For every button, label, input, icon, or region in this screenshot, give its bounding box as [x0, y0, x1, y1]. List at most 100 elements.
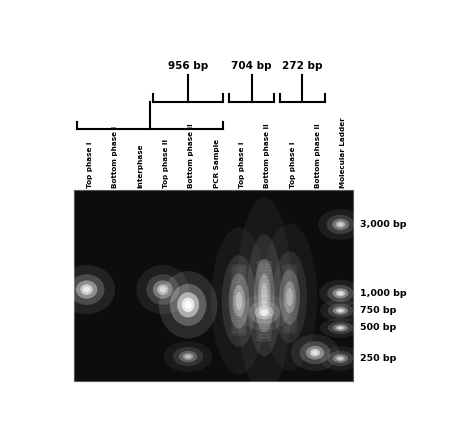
Text: 250 bp: 250 bp [360, 354, 396, 363]
Ellipse shape [256, 308, 273, 313]
Ellipse shape [282, 288, 298, 293]
Ellipse shape [256, 282, 273, 288]
Ellipse shape [153, 280, 173, 299]
Ellipse shape [146, 274, 179, 305]
Ellipse shape [320, 346, 361, 371]
Ellipse shape [164, 341, 212, 372]
Ellipse shape [231, 281, 247, 286]
Ellipse shape [231, 303, 247, 308]
Ellipse shape [282, 264, 298, 269]
Text: 750 bp: 750 bp [360, 306, 396, 315]
Ellipse shape [231, 272, 247, 278]
Ellipse shape [231, 286, 247, 292]
Text: 956 bp: 956 bp [168, 62, 208, 71]
Ellipse shape [282, 297, 298, 302]
Ellipse shape [320, 318, 361, 337]
Ellipse shape [282, 310, 298, 315]
Ellipse shape [306, 346, 324, 359]
Ellipse shape [233, 285, 245, 317]
Ellipse shape [231, 264, 247, 269]
Ellipse shape [231, 323, 247, 328]
Ellipse shape [286, 288, 293, 306]
Ellipse shape [182, 297, 194, 312]
Ellipse shape [231, 331, 247, 336]
Ellipse shape [256, 305, 273, 310]
Ellipse shape [231, 300, 247, 305]
Ellipse shape [328, 304, 353, 318]
Ellipse shape [261, 310, 267, 315]
Ellipse shape [256, 334, 273, 339]
Ellipse shape [222, 255, 256, 347]
Ellipse shape [337, 223, 343, 227]
Text: 500 bp: 500 bp [360, 323, 396, 332]
Text: 3,000 bp: 3,000 bp [360, 220, 406, 229]
Ellipse shape [282, 269, 298, 275]
Ellipse shape [336, 356, 345, 361]
Ellipse shape [282, 307, 298, 313]
Ellipse shape [282, 278, 298, 283]
Ellipse shape [282, 304, 298, 310]
Text: 704 bp: 704 bp [231, 62, 272, 71]
Ellipse shape [256, 318, 273, 323]
Ellipse shape [81, 284, 93, 295]
Ellipse shape [332, 219, 349, 230]
Ellipse shape [333, 307, 348, 315]
Ellipse shape [256, 260, 273, 265]
Ellipse shape [157, 284, 169, 295]
Ellipse shape [231, 269, 247, 275]
Text: Bottom phase I: Bottom phase I [112, 126, 118, 188]
Ellipse shape [338, 292, 343, 295]
Ellipse shape [256, 286, 273, 291]
Ellipse shape [256, 337, 273, 342]
Ellipse shape [173, 347, 203, 366]
Ellipse shape [256, 330, 273, 336]
Ellipse shape [282, 291, 298, 297]
Ellipse shape [319, 280, 362, 307]
Ellipse shape [256, 267, 273, 272]
Ellipse shape [256, 273, 273, 278]
Ellipse shape [159, 271, 218, 338]
Ellipse shape [254, 259, 274, 332]
Ellipse shape [256, 298, 273, 304]
Ellipse shape [256, 263, 273, 269]
Ellipse shape [170, 284, 207, 326]
Ellipse shape [159, 286, 166, 293]
Ellipse shape [338, 357, 343, 360]
Ellipse shape [256, 295, 273, 301]
Ellipse shape [231, 328, 247, 334]
Ellipse shape [231, 317, 247, 323]
Text: Bottom phase II: Bottom phase II [264, 124, 270, 188]
Ellipse shape [184, 301, 192, 309]
Ellipse shape [256, 289, 273, 294]
Ellipse shape [283, 281, 296, 313]
Ellipse shape [282, 294, 298, 299]
Ellipse shape [69, 274, 104, 305]
Ellipse shape [137, 265, 189, 314]
Ellipse shape [273, 251, 307, 343]
Ellipse shape [318, 209, 363, 240]
Ellipse shape [248, 301, 280, 324]
Ellipse shape [282, 272, 298, 277]
Ellipse shape [231, 292, 247, 297]
Ellipse shape [279, 270, 300, 325]
Ellipse shape [231, 275, 247, 280]
Ellipse shape [282, 313, 298, 318]
Ellipse shape [259, 308, 270, 316]
Ellipse shape [282, 326, 298, 332]
Ellipse shape [256, 327, 273, 333]
Text: PCR Sample: PCR Sample [213, 139, 219, 188]
Ellipse shape [256, 276, 273, 282]
Ellipse shape [282, 323, 298, 329]
Text: Molecular Ladder: Molecular Ladder [340, 117, 346, 188]
Ellipse shape [333, 354, 348, 363]
Ellipse shape [336, 290, 345, 296]
Ellipse shape [231, 320, 247, 325]
Ellipse shape [231, 306, 247, 311]
Ellipse shape [282, 315, 298, 321]
Ellipse shape [256, 321, 273, 326]
Ellipse shape [228, 274, 249, 329]
Ellipse shape [282, 280, 298, 286]
Text: 272 bp: 272 bp [282, 62, 323, 71]
Ellipse shape [231, 289, 247, 294]
Ellipse shape [256, 311, 273, 316]
